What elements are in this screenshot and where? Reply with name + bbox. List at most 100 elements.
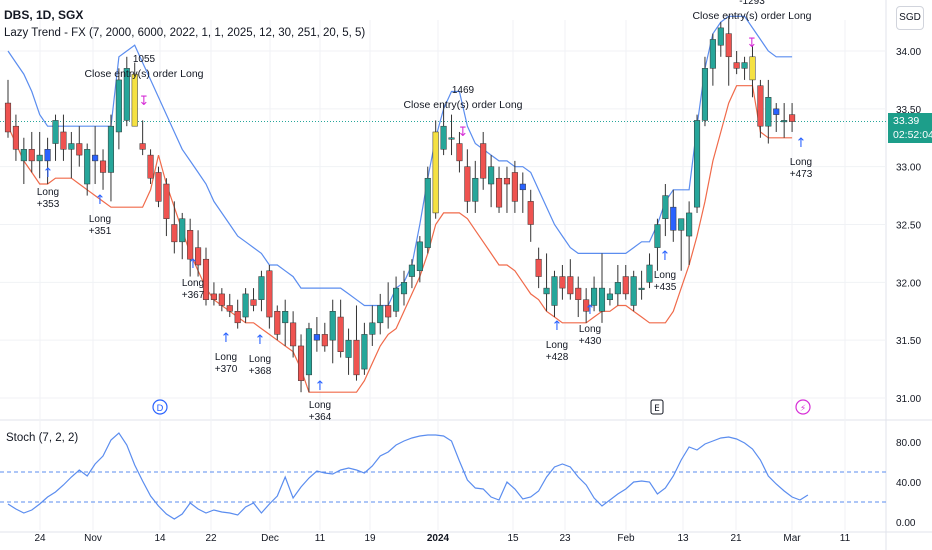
candle-body <box>519 183 526 191</box>
candle-body <box>416 241 423 272</box>
candle-body <box>250 299 257 306</box>
exit-arrow-icon: ↧ <box>747 36 758 51</box>
candle-body <box>321 334 328 347</box>
x-tick-label: 24 <box>34 533 46 544</box>
long-entry-arrow-icon: ↑ <box>255 333 266 348</box>
candle-body <box>123 68 130 121</box>
stoch-line <box>7 432 809 520</box>
candle-body <box>678 218 685 231</box>
candle-body <box>163 183 170 219</box>
candle-body <box>559 276 566 289</box>
x-tick-label: 14 <box>154 533 166 544</box>
candle-body <box>305 328 313 376</box>
currency-button[interactable]: SGD <box>896 6 924 30</box>
candle-body <box>472 177 479 202</box>
long-label: Long <box>249 354 271 365</box>
long-label: Long <box>654 270 676 281</box>
y-tick-label: 33.00 <box>896 163 921 174</box>
y-tick-label: 32.00 <box>896 278 921 289</box>
long-entry-arrow-icon: ↑ <box>660 249 671 264</box>
x-tick-label: 11 <box>840 533 851 544</box>
candle-body <box>234 311 241 324</box>
candle-body <box>686 212 693 237</box>
long-label: Long <box>182 278 204 289</box>
x-tick-label: 2024 <box>427 533 450 544</box>
long-entry-arrow-icon: ↑ <box>95 193 106 208</box>
candle-body <box>329 311 336 341</box>
long-entry-arrow-icon: ↑ <box>585 303 596 318</box>
exit-arrow-icon: ↧ <box>139 94 150 109</box>
exit-arrow-icon: ↧ <box>458 125 469 140</box>
long-label: Long <box>546 340 568 351</box>
close-entry-value: 1469 <box>452 85 475 96</box>
long-value: +353 <box>37 199 60 210</box>
candle-body <box>503 177 511 185</box>
candle-body <box>76 143 83 156</box>
candle-body <box>400 282 408 295</box>
candle-body <box>535 258 542 277</box>
candle-body <box>139 143 146 150</box>
candle-body <box>630 276 637 306</box>
candle-body <box>749 56 756 81</box>
candle-body <box>218 293 225 306</box>
candle-body <box>155 172 162 202</box>
event-marker-label: D <box>157 404 164 414</box>
long-entry-arrow-icon: ↑ <box>796 136 807 151</box>
candle-body <box>773 108 780 115</box>
candle-body <box>187 230 194 260</box>
long-entry-arrow-icon: ↑ <box>315 379 326 394</box>
indicator-title: Lazy Trend - FX (7, 2000, 6000, 2022, 1,… <box>4 27 366 39</box>
candle-body <box>369 322 376 335</box>
candle-body <box>361 334 368 370</box>
candle-body <box>480 143 487 179</box>
long-label: Long <box>89 214 111 225</box>
candle-body <box>226 305 233 312</box>
candle-body <box>337 316 344 352</box>
long-label: Long <box>37 187 59 198</box>
candle-body <box>147 154 154 179</box>
dividend-event-icon <box>152 399 168 415</box>
candle-body <box>68 143 75 150</box>
candle-body <box>495 177 503 208</box>
candle-body <box>12 125 19 150</box>
long-label: Long <box>215 352 237 363</box>
candle-body <box>115 79 122 133</box>
candle-body <box>52 120 59 144</box>
candle-body <box>28 149 35 162</box>
candle-body <box>583 299 590 312</box>
candle-body <box>377 305 384 324</box>
long-value: +367 <box>182 290 205 301</box>
candle-body <box>345 339 352 358</box>
candle-body <box>432 131 439 214</box>
candle-body <box>131 73 138 127</box>
candle-body <box>575 287 582 300</box>
candle-body <box>598 287 606 312</box>
x-tick-label: Feb <box>617 533 635 544</box>
x-tick-label: 23 <box>559 533 571 544</box>
stoch-y-tick-label: 80.00 <box>896 438 921 449</box>
long-value: +473 <box>790 169 813 180</box>
x-tick-label: 21 <box>730 533 742 544</box>
long-value: +435 <box>654 282 677 293</box>
candle-body <box>385 305 392 318</box>
long-label: Long <box>309 400 331 411</box>
close-entry-value: 1055 <box>133 54 156 65</box>
candle-body <box>4 102 12 133</box>
candle-body <box>440 125 447 150</box>
candle-body <box>424 177 431 248</box>
long-entry-arrow-icon: ↑ <box>188 257 199 272</box>
x-tick-label: 22 <box>205 533 217 544</box>
x-tick-label: 11 <box>315 533 326 544</box>
long-label: Long <box>790 157 812 168</box>
y-tick-label: 34.00 <box>896 47 921 58</box>
x-tick-label: 19 <box>364 533 376 544</box>
candle-body <box>646 264 653 283</box>
candle-body <box>242 293 249 318</box>
candle-body <box>511 172 518 202</box>
candle-body <box>353 339 360 376</box>
candle-body <box>701 68 709 121</box>
event-marker-label: E <box>654 404 660 414</box>
candle-body <box>567 276 574 295</box>
candle-body <box>448 137 455 140</box>
